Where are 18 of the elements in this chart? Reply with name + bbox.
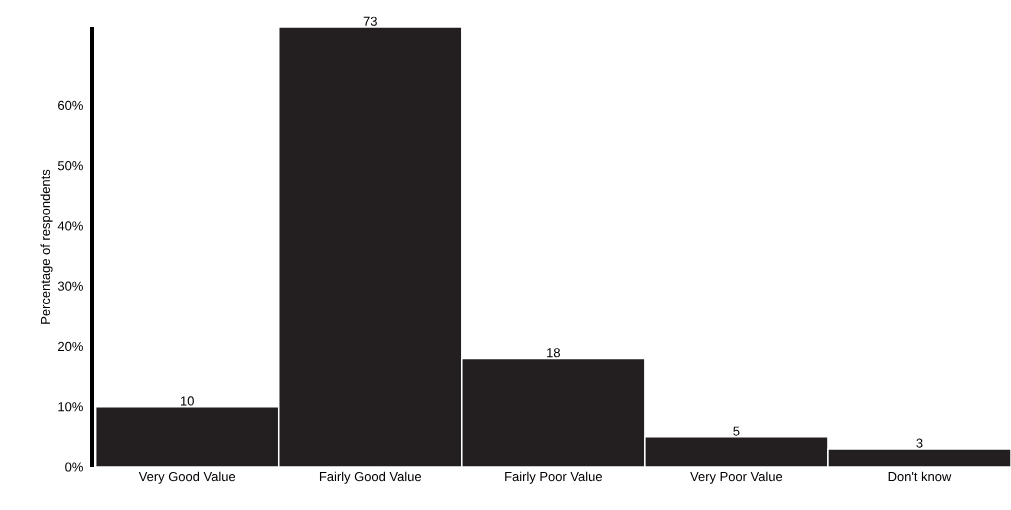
x-tick-label: Fairly Good Value xyxy=(319,471,422,484)
x-tick-label: Very Poor Value xyxy=(690,471,783,484)
y-tick-label: 0% xyxy=(65,462,83,472)
data-label: 5 xyxy=(733,426,740,436)
data-label: 73 xyxy=(363,16,377,26)
y-tick-label: 40% xyxy=(57,221,83,231)
x-tick-label: Very Good Value xyxy=(138,471,236,484)
y-tick-label: 50% xyxy=(57,161,83,171)
y-tick-label: 60% xyxy=(58,100,83,110)
data-label: 18 xyxy=(547,348,560,358)
y-tick-label: 30% xyxy=(57,281,83,291)
data-label: 3 xyxy=(916,438,923,448)
y-tick-label: 10% xyxy=(58,402,83,412)
x-tick-label: Don't know xyxy=(888,471,952,482)
data-label: 10 xyxy=(180,396,194,406)
y-tick-label: 20% xyxy=(58,341,83,352)
y-axis-title: Percentage of respondents xyxy=(40,169,53,324)
x-tick-label: Fairly Poor Value xyxy=(505,471,602,484)
